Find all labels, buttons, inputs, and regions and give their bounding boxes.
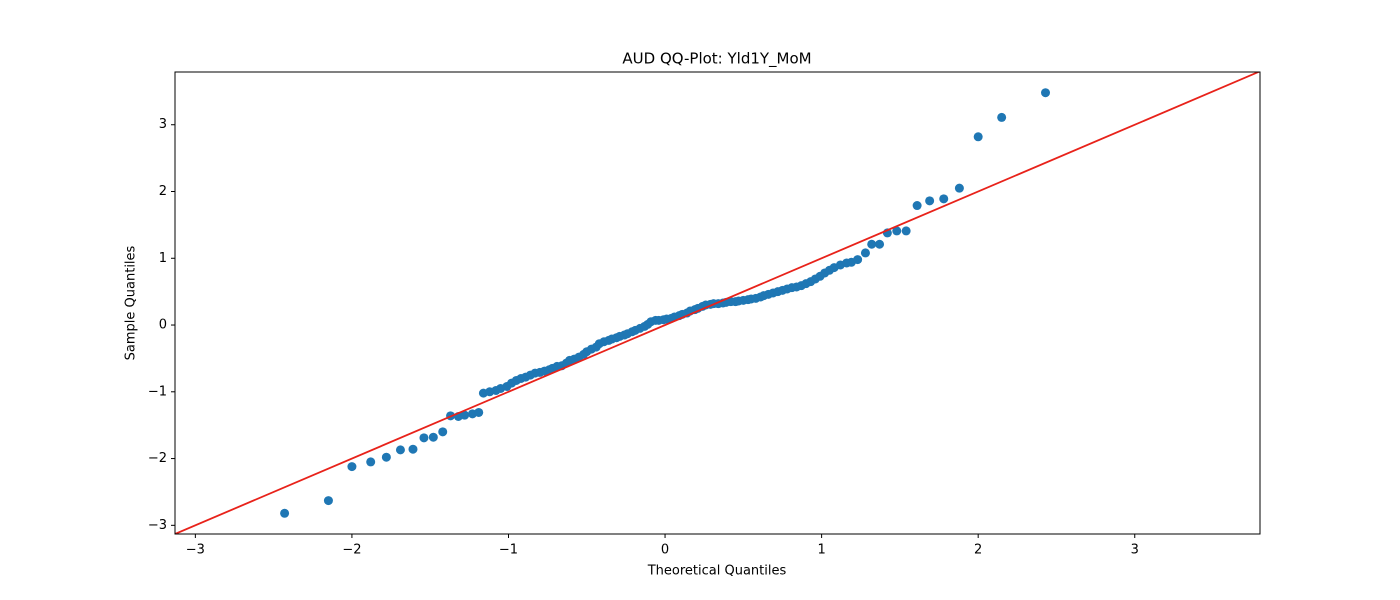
chart-title: AUD QQ-Plot: Yld1Y_MoM <box>622 50 811 69</box>
point <box>323 496 333 506</box>
point <box>939 194 949 204</box>
point <box>875 239 885 249</box>
point <box>347 462 357 472</box>
y-tick-label: −3 <box>148 518 167 533</box>
point <box>901 226 911 236</box>
x-tick-label: 3 <box>1131 543 1139 558</box>
point <box>997 112 1007 122</box>
axes-frame <box>174 71 1261 535</box>
x-tick-label: −3 <box>186 543 205 558</box>
point <box>912 201 922 211</box>
point <box>428 432 438 442</box>
point <box>860 248 870 258</box>
point <box>280 508 290 518</box>
y-tick-label: 1 <box>159 251 167 266</box>
x-tick-label: 0 <box>661 543 669 558</box>
y-tick-label: −2 <box>148 451 167 466</box>
y-tick-label: 3 <box>159 117 167 132</box>
x-tick-label: 2 <box>974 543 982 558</box>
plot-area <box>175 72 1260 534</box>
point <box>853 255 863 265</box>
point <box>395 445 405 455</box>
point <box>474 407 484 417</box>
x-tick-label: −1 <box>499 543 518 558</box>
point <box>925 196 935 206</box>
x-tick-label: 1 <box>817 543 825 558</box>
point <box>954 183 964 193</box>
y-axis-label: Sample Quantiles <box>124 245 139 360</box>
point <box>381 452 391 462</box>
point <box>438 427 448 437</box>
point <box>366 457 376 467</box>
point <box>867 239 877 249</box>
y-tick-label: 0 <box>159 318 167 333</box>
point <box>973 132 983 142</box>
point <box>460 410 470 420</box>
reference-line <box>175 72 1260 534</box>
point <box>419 433 429 443</box>
y-tick-label: −1 <box>148 384 167 399</box>
x-axis-label: Theoretical Quantiles <box>647 564 787 579</box>
y-tick-label: 2 <box>159 184 167 199</box>
point <box>892 226 902 236</box>
point <box>408 444 418 454</box>
point <box>1041 88 1051 98</box>
x-tick-label: −2 <box>342 543 361 558</box>
